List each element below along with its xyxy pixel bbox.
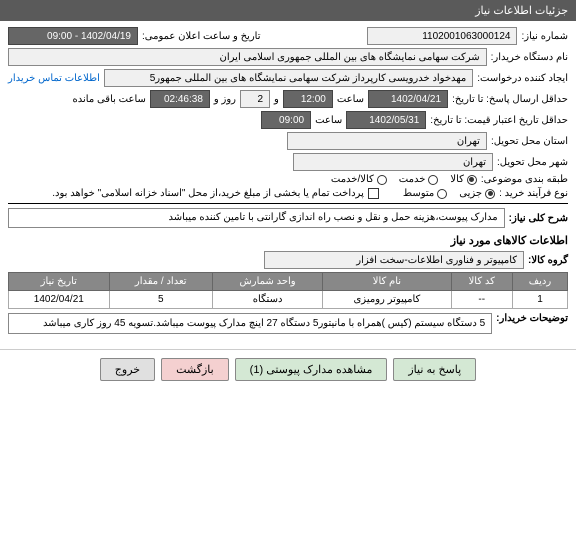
th-name: نام کالا xyxy=(323,273,451,291)
creator-label: ایجاد کننده درخواست: xyxy=(477,73,568,84)
radio-medium-label: متوسط xyxy=(403,188,434,199)
buyer-label: نام دستگاه خریدار: xyxy=(491,52,568,63)
min-send-label: حداقل ارسال پاسخ: تا تاریخ: xyxy=(452,94,568,105)
days-label: روز و xyxy=(214,94,236,105)
category-label: طبقه بندی موضوعی: xyxy=(481,174,568,185)
respond-button[interactable]: پاسخ به نیاز xyxy=(393,358,476,381)
exec-city-label: استان محل تحویل: xyxy=(491,136,568,147)
process-radio-group: جزیی متوسط xyxy=(403,188,495,199)
radio-service-label: خدمت xyxy=(399,174,426,185)
and-label: و xyxy=(274,94,279,105)
contact-link[interactable]: اطلاعات تماس خریدار xyxy=(8,73,100,84)
time-label-1: ساعت xyxy=(337,94,364,105)
announce-label: تاریخ و ساعت اعلان عمومی: xyxy=(142,31,261,42)
form-area: شماره نیاز: 1102001063000124 تاریخ و ساع… xyxy=(0,21,576,343)
th-date: تاریخ نیاز xyxy=(9,273,110,291)
radio-medium[interactable]: متوسط xyxy=(403,188,447,199)
radio-partial[interactable]: جزیی xyxy=(459,188,495,199)
radio-partial-label: جزیی xyxy=(459,188,482,199)
return-button[interactable]: بازگشت xyxy=(161,358,229,381)
deliver-city-field: تهران xyxy=(293,153,493,171)
td-code: -- xyxy=(451,291,512,309)
time-label-2: ساعت xyxy=(315,115,342,126)
desc-field: مدارک پیوست،هزینه حمل و نقل و نصب راه ان… xyxy=(8,208,505,228)
exit-button[interactable]: خروج xyxy=(100,358,155,381)
td-qty: 5 xyxy=(109,291,212,309)
credit-date: 1402/05/31 xyxy=(346,111,426,129)
payment-note: پرداخت تمام یا بخشی از مبلغ خرید،از محل … xyxy=(52,188,364,199)
min-send-time: 12:00 xyxy=(283,90,333,108)
credit-label: حداقل تاریخ اعتبار قیمت: تا تاریخ: xyxy=(430,115,568,126)
need-no-field: 1102001063000124 xyxy=(367,27,517,45)
credit-time: 09:00 xyxy=(261,111,311,129)
th-row: ردیف xyxy=(512,273,567,291)
category-radio-group: کالا خدمت کالا/خدمت xyxy=(331,174,477,185)
creator-field: مهدخواد خدرویسی کارپرداز شرکت سهامی نمای… xyxy=(104,69,473,87)
td-unit: دستگاه xyxy=(212,291,322,309)
remain-label: ساعت باقی مانده xyxy=(73,94,146,105)
days-field: 2 xyxy=(240,90,270,108)
td-name: کامپیوتر رومیزی xyxy=(323,291,451,309)
radio-goods-label: کالا xyxy=(450,174,464,185)
buyer-notes-field: 5 دستگاه سیستم (کیس )همراه با مانیتور5 د… xyxy=(8,313,492,334)
attachments-button[interactable]: مشاهده مدارک پیوستی (1) xyxy=(235,358,388,381)
group-field: کامپیوتر و فناوری اطلاعات-سخت افزار xyxy=(264,251,524,269)
td-row: 1 xyxy=(512,291,567,309)
radio-both[interactable]: کالا/خدمت xyxy=(331,174,387,185)
radio-partial-circle xyxy=(485,189,495,199)
deliver-city-label: شهر محل تحویل: xyxy=(497,157,568,168)
table-row[interactable]: 1 -- کامپیوتر رومیزی دستگاه 5 1402/04/21 xyxy=(9,291,568,309)
radio-medium-circle xyxy=(437,189,447,199)
radio-goods-circle xyxy=(467,175,477,185)
th-code: کد کالا xyxy=(451,273,512,291)
page-header: جزئیات اطلاعات نیاز xyxy=(0,0,576,21)
need-no-label: شماره نیاز: xyxy=(521,31,568,42)
radio-service[interactable]: خدمت xyxy=(399,174,439,185)
countdown: 02:46:38 xyxy=(150,90,210,108)
radio-service-circle xyxy=(428,175,438,185)
th-unit: واحد شمارش xyxy=(212,273,322,291)
header-title: جزئیات اطلاعات نیاز xyxy=(475,5,568,17)
button-bar: پاسخ به نیاز مشاهده مدارک پیوستی (1) باز… xyxy=(0,349,576,389)
desc-label: شرح کلی نیاز: xyxy=(509,213,568,224)
min-send-date: 1402/04/21 xyxy=(368,90,448,108)
buyer-notes-label: توضیحات خریدار: xyxy=(496,313,568,324)
radio-both-circle xyxy=(377,175,387,185)
buyer-field: شرکت سهامی نمایشگاه های بین المللی جمهور… xyxy=(8,48,487,66)
items-table: ردیف کد کالا نام کالا واحد شمارش تعداد /… xyxy=(8,272,568,309)
items-section-title: اطلاعات کالاهای مورد نیاز xyxy=(8,234,568,247)
th-qty: تعداد / مقدار xyxy=(109,273,212,291)
exec-city-field: تهران xyxy=(287,132,487,150)
table-header-row: ردیف کد کالا نام کالا واحد شمارش تعداد /… xyxy=(9,273,568,291)
radio-goods[interactable]: کالا xyxy=(450,174,477,185)
td-date: 1402/04/21 xyxy=(9,291,110,309)
process-label: نوع فرآیند خرید : xyxy=(499,188,568,199)
announce-field: 1402/04/19 - 09:00 xyxy=(8,27,138,45)
payment-checkbox[interactable] xyxy=(368,188,379,199)
radio-both-label: کالا/خدمت xyxy=(331,174,374,185)
group-label: گروه کالا: xyxy=(528,255,568,266)
